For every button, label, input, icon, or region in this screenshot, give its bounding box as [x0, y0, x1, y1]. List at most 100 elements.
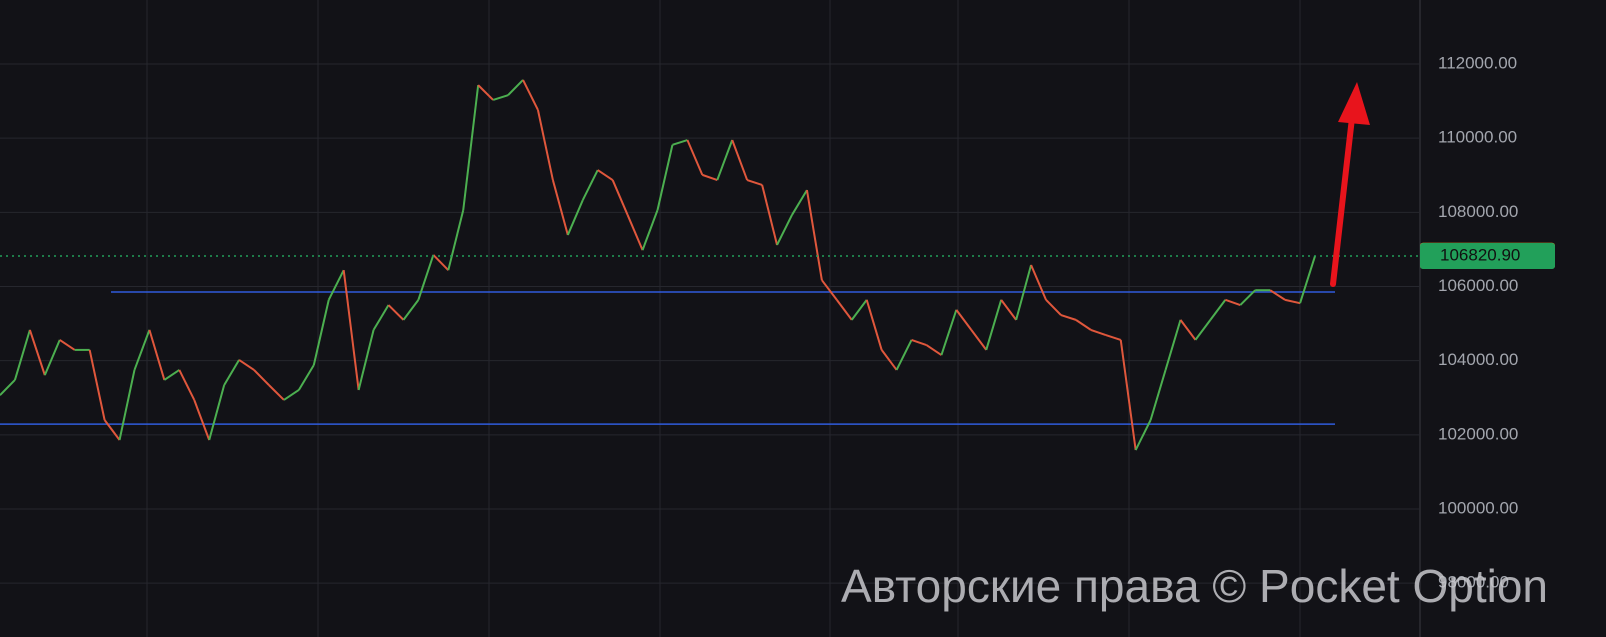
price-segment: [0, 379, 16, 396]
price-segment: [372, 304, 390, 331]
price-segment: [865, 299, 883, 351]
price-segment: [821, 279, 838, 301]
price-segment: [536, 109, 554, 181]
price-segment: [492, 94, 509, 101]
y-tick-label: 108000.00: [1438, 202, 1518, 221]
y-tick-label: 98000.00: [1438, 573, 1509, 592]
y-tick-label: 102000.00: [1438, 424, 1518, 443]
price-segment: [1225, 298, 1241, 306]
price-segment: [88, 349, 106, 421]
price-segment: [522, 79, 539, 111]
price-segment: [193, 399, 211, 441]
price-segment: [1000, 299, 1017, 321]
price-segment: [955, 309, 973, 331]
price-segment: [238, 359, 255, 371]
price-segment: [1179, 319, 1197, 341]
price-segment: [746, 179, 763, 186]
price-segment: [761, 184, 779, 246]
price-segment: [805, 189, 823, 281]
price-segment: [1090, 328, 1107, 337]
y-tick-label: 110000.00: [1438, 128, 1517, 147]
price-segment: [911, 338, 927, 347]
arrow-head: [1338, 82, 1370, 125]
price-segment: [43, 339, 61, 376]
price-segment: [1119, 339, 1137, 451]
price-segment: [477, 84, 494, 101]
y-tick-label: 100000.00: [1438, 498, 1518, 517]
price-segment: [283, 389, 300, 401]
price-segment: [13, 329, 31, 381]
price-segment: [1299, 255, 1316, 304]
price-segment: [118, 369, 136, 441]
plot: [0, 79, 1420, 451]
price-segment: [672, 139, 688, 146]
vertical-grid: [146, 0, 1301, 637]
price-segment: [1149, 369, 1167, 421]
price-segment: [1015, 264, 1033, 321]
price-segment: [702, 173, 718, 182]
price-segment: [716, 139, 734, 181]
trend-arrow: [1330, 82, 1370, 287]
price-segment: [208, 384, 226, 441]
price-badge-label: 106820.90: [1440, 246, 1520, 265]
price-segment: [776, 214, 793, 246]
price-segment: [342, 270, 360, 391]
price-segment: [432, 254, 450, 271]
price-segment: [1209, 299, 1227, 321]
price-segment: [641, 209, 659, 251]
price-segment: [1284, 298, 1301, 305]
y-tick-label: 112000.00: [1438, 53, 1517, 72]
y-tick-label: 106000.00: [1438, 276, 1518, 295]
price-segment: [895, 339, 913, 371]
price-segment: [940, 309, 958, 356]
price-segment: [1105, 334, 1122, 341]
price-segment: [103, 419, 121, 441]
price-segment: [148, 329, 166, 381]
price-segment: [402, 299, 420, 321]
price-segment: [1060, 314, 1077, 321]
price-segment: [223, 359, 240, 386]
arrow-shaft: [1330, 115, 1355, 287]
price-segment: [327, 269, 345, 301]
price-segment: [686, 139, 704, 176]
price-segment: [133, 329, 151, 371]
price-segment: [163, 369, 180, 381]
price-segment: [1030, 264, 1047, 301]
price-segment: [1164, 319, 1182, 371]
price-segment: [791, 189, 808, 216]
price-segment: [925, 344, 942, 356]
price-segment: [850, 299, 868, 321]
price-segment: [268, 384, 285, 401]
grid: [0, 63, 1420, 584]
price-segment: [507, 79, 524, 96]
price-segment: [28, 329, 46, 376]
price-segment: [312, 299, 330, 366]
price-segment: [611, 179, 629, 216]
price-segment: [178, 369, 196, 401]
price-segment: [1134, 419, 1152, 451]
price-axis: 98000.00 100000.00 102000.00 104000.00 10600…: [1420, 53, 1555, 592]
price-segment: [1045, 299, 1062, 316]
price-segment: [597, 169, 614, 181]
price-segment: [1239, 289, 1256, 306]
price-segment: [970, 329, 988, 351]
price-segment: [447, 209, 465, 271]
price-segment: [357, 329, 375, 391]
price-segment: [581, 169, 599, 201]
price-segment: [1269, 289, 1286, 301]
price-segment: [656, 144, 674, 211]
price-segment: [253, 369, 270, 386]
price-segment: [731, 139, 749, 181]
price-segment: [566, 199, 584, 236]
watermark: Авторские права © Pocket Option: [841, 560, 1548, 612]
price-segment: [462, 85, 480, 211]
price-badge: [1420, 243, 1555, 270]
price-segment: [551, 179, 569, 236]
y-tick-label: 104000.00: [1438, 350, 1518, 369]
price-segment: [1075, 319, 1092, 331]
price-segment: [298, 364, 315, 391]
price-segment: [836, 299, 853, 321]
price-segment: [985, 299, 1003, 351]
